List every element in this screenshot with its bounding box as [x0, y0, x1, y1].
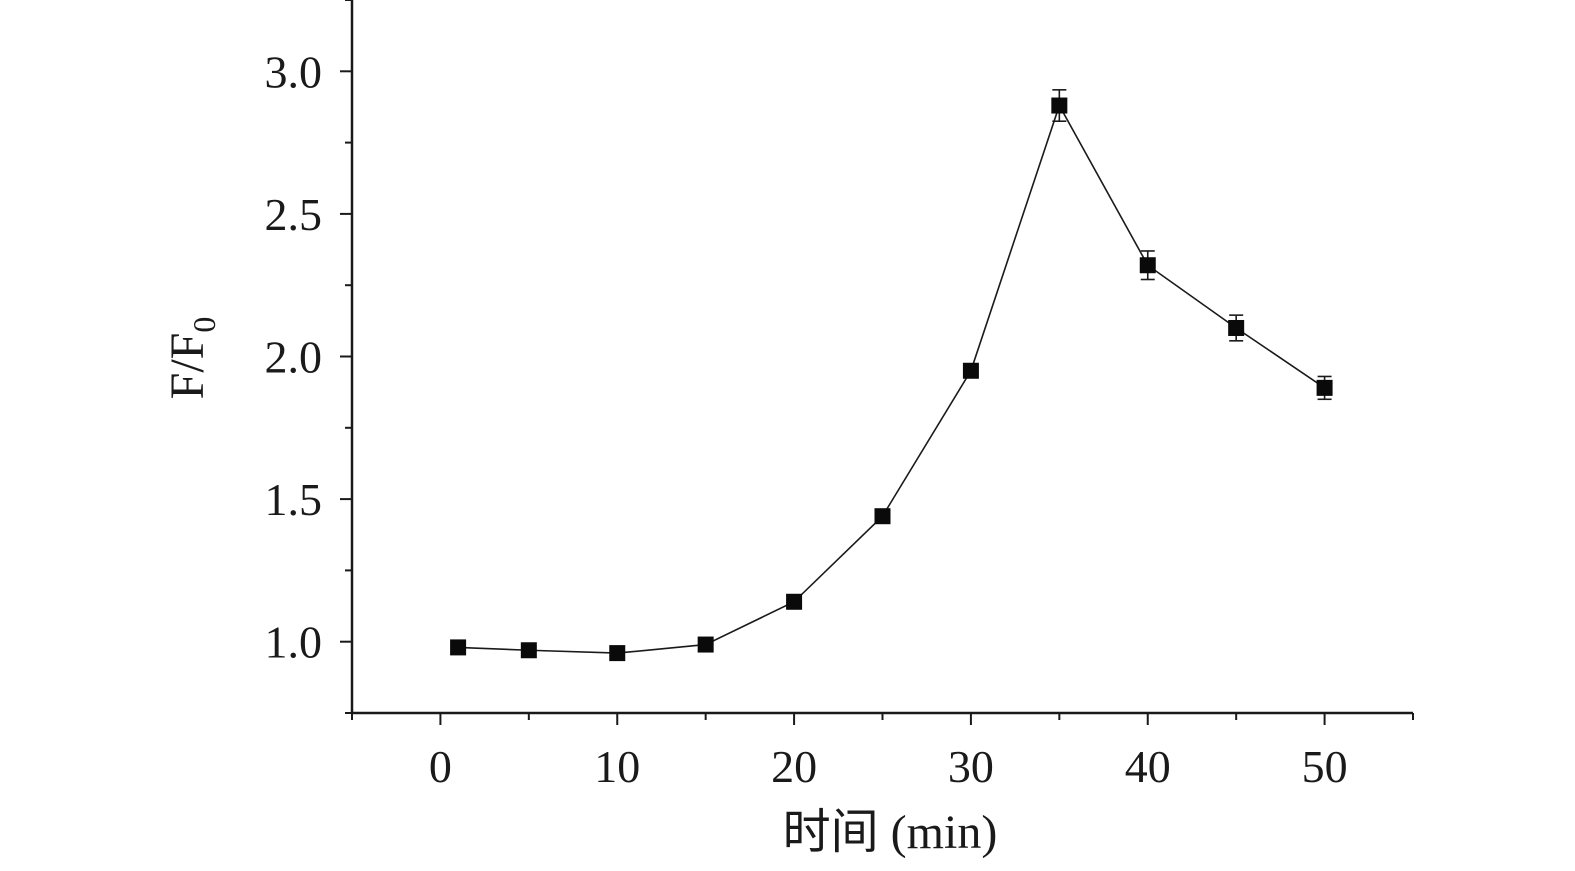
x-tick-label: 50: [1302, 741, 1348, 792]
tick-labels: 0 10 20 30 40 50 1.0 1.5 2.0 2.5 3.0: [265, 46, 1348, 792]
data-point: [1051, 97, 1068, 114]
y-axis-title-main: F/F: [161, 333, 214, 400]
y-tick-label: 1.0: [265, 617, 323, 668]
data-point: [1139, 257, 1156, 274]
data-point: [1316, 379, 1333, 396]
x-axis-title: 时间 (min): [783, 806, 998, 859]
y-tick-label: 3.0: [265, 46, 323, 97]
x-tick-label: 0: [429, 741, 452, 792]
data-point: [450, 639, 467, 656]
x-tick-label: 30: [948, 741, 994, 792]
data-point: [786, 593, 803, 610]
x-tick-label: 40: [1125, 741, 1171, 792]
y-tick-label: 2.5: [265, 189, 323, 240]
data-point: [697, 636, 714, 653]
series-line: [458, 103, 1326, 654]
plot-area: [450, 89, 1333, 662]
data-point: [1228, 319, 1245, 336]
y-axis-title-subscript: 0: [186, 317, 222, 333]
data-point: [609, 645, 626, 662]
y-tick-label: 2.0: [265, 332, 323, 383]
y-axis-title: F/F0: [161, 317, 222, 400]
x-tick-label: 20: [771, 741, 817, 792]
data-point: [962, 362, 979, 379]
data-point: [520, 642, 537, 659]
ticks: [340, 0, 1414, 725]
x-tick-label: 10: [594, 741, 640, 792]
data-point: [874, 508, 891, 525]
y-tick-label: 1.5: [265, 474, 323, 525]
axes: [350, 0, 1413, 715]
